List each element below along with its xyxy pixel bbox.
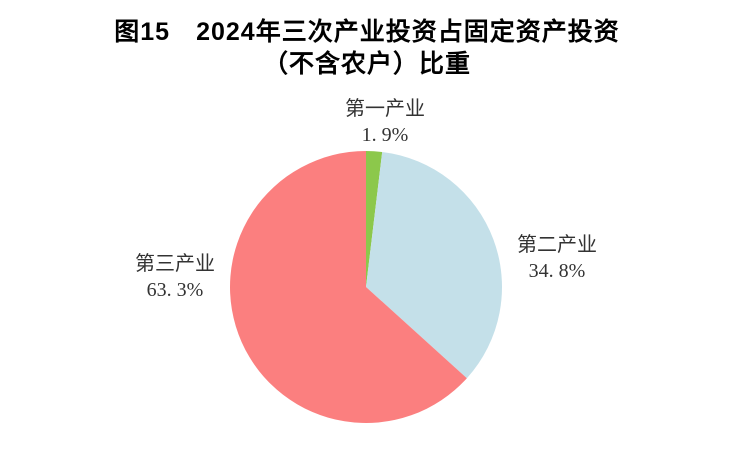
slice-label-value: 1. 9% (361, 124, 409, 146)
slice-label-secondary-industry: 第二产业 34. 8% (517, 232, 597, 284)
pie-slice-tertiary-industry (230, 151, 467, 423)
slice-label-tertiary-industry: 第三产业 63. 3% (135, 251, 215, 303)
chart-title-line-1: 图15 2024年三次产业投资占固定资产投资 (114, 18, 620, 46)
chart-title: 图15 2024年三次产业投资占固定资产投资 （不含农户）比重 (0, 16, 734, 80)
slice-label-value: 34. 8% (528, 260, 586, 282)
pie-slice-primary-industry (366, 151, 383, 287)
pie-chart (230, 151, 502, 423)
pie-slice-secondary-industry (366, 151, 502, 379)
chart-title-line-2: （不含农户）比重 (262, 50, 471, 78)
slice-label-name: 第一产业 (345, 98, 425, 120)
slice-label-name: 第二产业 (517, 234, 597, 256)
slice-label-name: 第三产业 (135, 253, 215, 275)
slice-label-primary-industry: 第一产业 1. 9% (345, 96, 425, 148)
slice-label-value: 63. 3% (146, 279, 204, 301)
